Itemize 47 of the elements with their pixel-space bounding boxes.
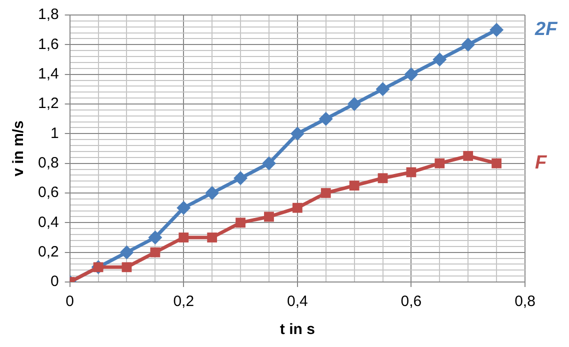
series-label: 2F [534,19,559,40]
point [461,38,476,52]
point [378,173,388,184]
point [262,156,276,170]
x-tick-label: 0,2 [173,293,194,310]
x-tick-label: 0,6 [400,293,422,310]
point [349,180,360,191]
y-tick-label: 0,8 [38,154,59,172]
point [236,218,246,228]
y-tick-label: 0,6 [38,184,59,202]
point [463,150,474,161]
y-tick-label: 1,2 [38,95,59,112]
point [290,126,304,141]
series-label: F [535,152,548,174]
point [234,171,248,186]
point [404,67,418,82]
point [205,186,220,200]
x-axis-title: t in s [280,321,315,338]
x-tick-label: 0 [66,293,74,310]
point [176,200,191,215]
point [122,262,132,272]
point [347,97,362,111]
x-tick-label: 0,8 [514,293,536,310]
point [432,52,447,66]
point [292,202,302,213]
x-tick-label: 0,4 [286,293,308,310]
point [264,212,274,222]
point [150,247,160,258]
y-tick-label: 0 [50,273,59,290]
y-axis-title: v in m/s [10,120,28,176]
point [320,188,331,198]
y-tick-label: 1,8 [38,6,59,24]
y-tick-label: 1,6 [38,36,59,53]
y-tick-label: 0,4 [38,214,59,231]
point [434,158,445,168]
point [178,232,189,242]
y-tick-label: 1 [50,124,59,142]
point [492,158,502,168]
point [318,112,333,126]
point [148,230,162,244]
point [376,82,390,96]
point [207,232,218,242]
point [490,22,504,37]
point [120,245,134,260]
point [406,167,416,178]
y-tick-label: 0,2 [38,243,59,260]
y-tick-label: 1,4 [38,65,59,82]
